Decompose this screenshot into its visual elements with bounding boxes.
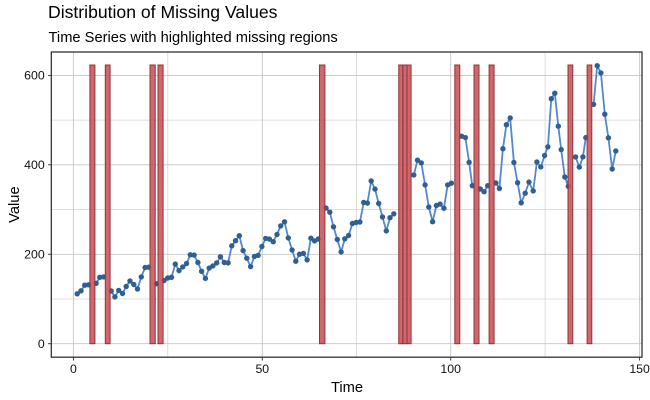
- svg-text:600: 600: [24, 69, 45, 83]
- svg-text:150: 150: [629, 362, 650, 376]
- svg-text:Distribution of Missing Values: Distribution of Missing Values: [48, 2, 278, 22]
- svg-text:Time Series with highlighted m: Time Series with highlighted missing reg…: [49, 30, 338, 46]
- svg-text:100: 100: [440, 362, 461, 376]
- svg-text:0: 0: [70, 362, 77, 376]
- svg-text:50: 50: [255, 362, 269, 376]
- svg-text:400: 400: [24, 158, 45, 172]
- svg-text:Time: Time: [331, 380, 363, 396]
- svg-text:Value: Value: [7, 186, 23, 222]
- svg-text:0: 0: [38, 337, 45, 351]
- svg-text:200: 200: [24, 248, 45, 262]
